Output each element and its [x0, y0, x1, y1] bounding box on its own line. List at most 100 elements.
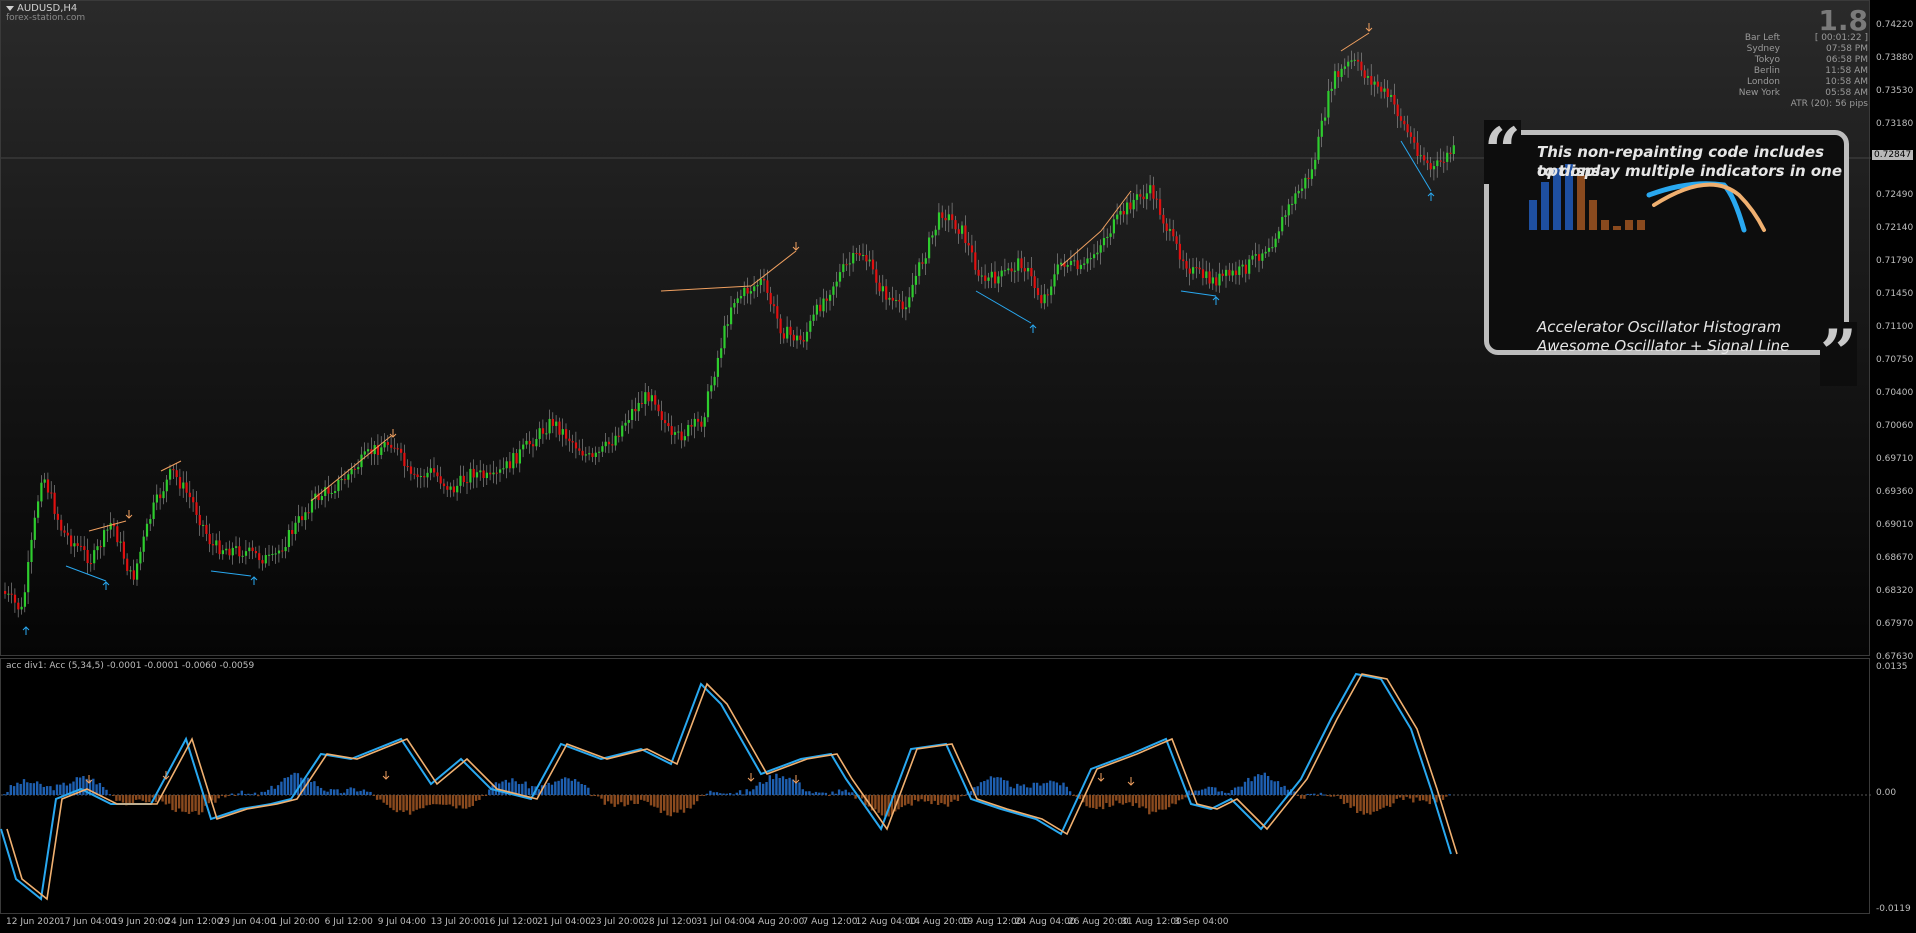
candle-body	[396, 448, 399, 450]
histogram-bar	[1313, 793, 1316, 795]
histogram-bar	[75, 777, 78, 795]
candle-body	[1178, 243, 1181, 260]
candle-body	[433, 468, 436, 473]
candle-body	[574, 442, 578, 449]
callout-box: This non-repainting code includes option…	[1484, 130, 1849, 355]
divergence-line	[1100, 190, 1132, 232]
histogram-bar	[1319, 792, 1323, 795]
histogram-bar	[844, 789, 847, 795]
candle-body	[591, 453, 594, 457]
candle-body	[1403, 120, 1406, 125]
indicator-pane[interactable]	[0, 658, 1871, 914]
histogram-bar	[874, 795, 877, 810]
histogram-bar	[1565, 164, 1573, 230]
histogram-bar	[458, 795, 461, 806]
watermark: forex-station.com	[6, 13, 86, 23]
price-axis[interactable]: 0.74220 0.73880 0.73530 0.73180 0.72490 0.721…	[1870, 0, 1916, 662]
candle-body	[1155, 198, 1158, 200]
histogram-bar	[425, 795, 428, 806]
histogram-bar	[1233, 787, 1237, 795]
histogram-bar	[1286, 789, 1290, 795]
histogram-bar	[613, 795, 616, 807]
histogram-bar	[1171, 795, 1174, 804]
histogram-bar	[174, 795, 177, 812]
histogram-bar	[1101, 795, 1105, 810]
histogram-bar	[1075, 795, 1078, 797]
time-axis-label: 24 Aug 04:00	[1014, 917, 1076, 927]
histogram-bar	[1529, 200, 1537, 230]
histogram-bar	[788, 777, 791, 795]
histogram-bar	[1422, 795, 1425, 801]
candle-body	[1017, 258, 1020, 271]
candle-body	[611, 444, 614, 446]
histogram-bar	[801, 789, 804, 795]
histogram-bar	[69, 783, 72, 795]
candle-body	[1201, 269, 1205, 278]
histogram-bar	[897, 795, 900, 810]
candle-body	[1106, 236, 1109, 239]
candle-body	[479, 470, 482, 473]
candle-body	[99, 546, 102, 548]
price-axis-label: 0.71790	[1876, 256, 1914, 266]
candle-body	[700, 421, 703, 427]
histogram-bar	[154, 795, 158, 803]
candle-body	[20, 606, 23, 610]
candle-body	[1142, 196, 1145, 200]
histogram-bar	[821, 792, 824, 795]
histogram-bar	[1379, 795, 1382, 810]
candle-body	[436, 472, 439, 477]
candle-body	[541, 428, 545, 434]
candle-body	[1396, 104, 1399, 117]
dropdown-arrow-icon[interactable]	[6, 5, 14, 11]
candle-body	[924, 258, 927, 264]
candle-body	[149, 519, 152, 524]
candle-body	[119, 541, 122, 543]
candle-body	[307, 512, 310, 514]
histogram-bar	[1260, 775, 1263, 795]
candle-body	[1258, 254, 1261, 261]
histogram-bar	[1352, 795, 1356, 807]
info-row: Bar Left[ 00:01:22 ]	[1744, 33, 1868, 43]
candle-body	[601, 446, 604, 452]
candle-body	[439, 476, 442, 484]
candle-body	[178, 477, 182, 489]
candle-body	[947, 214, 950, 221]
candle-body	[951, 214, 954, 221]
candle-body	[1046, 294, 1049, 296]
histogram-bar	[1204, 788, 1207, 795]
histogram-bar	[237, 793, 240, 795]
candle-body	[799, 335, 802, 340]
candle-body	[248, 547, 251, 552]
candle-body	[1205, 271, 1208, 278]
histogram-bar	[1068, 791, 1072, 795]
candle-body	[1195, 267, 1198, 269]
histogram-bar	[1194, 790, 1197, 795]
histogram-bar	[471, 795, 474, 806]
candle-body	[660, 411, 663, 421]
candle-body	[1399, 116, 1403, 121]
candle-body	[202, 524, 205, 526]
histogram-bar	[95, 784, 98, 795]
candle-body	[1168, 228, 1172, 231]
buy-arrow-icon	[250, 576, 258, 585]
candle-body	[43, 479, 46, 483]
histogram-bar	[1349, 795, 1352, 808]
histogram-bar	[461, 795, 465, 809]
time-axis[interactable]: 12 Jun 2020 17 Jun 04:00 19 Jun 20:00 24 Ju…	[0, 914, 1870, 933]
histogram-bar	[880, 795, 884, 816]
histogram-bar	[623, 795, 626, 807]
histogram-bar	[633, 795, 636, 805]
buy-arrow-icon	[1427, 192, 1435, 201]
histogram-bar	[1174, 795, 1177, 805]
histogram-bar	[408, 795, 412, 815]
indicator-axis[interactable]: 0.0135 0.00 -0.0119	[1870, 658, 1916, 914]
candle-body	[697, 418, 700, 422]
candle-body	[350, 468, 353, 475]
symbol-title[interactable]: AUDUSD,H4	[6, 3, 77, 14]
histogram-bar	[1148, 795, 1151, 815]
histogram-bar	[722, 793, 725, 795]
histogram-bar	[1589, 200, 1597, 230]
time-axis-label: 6 Jul 12:00	[324, 917, 373, 927]
candle-body	[1307, 177, 1310, 179]
